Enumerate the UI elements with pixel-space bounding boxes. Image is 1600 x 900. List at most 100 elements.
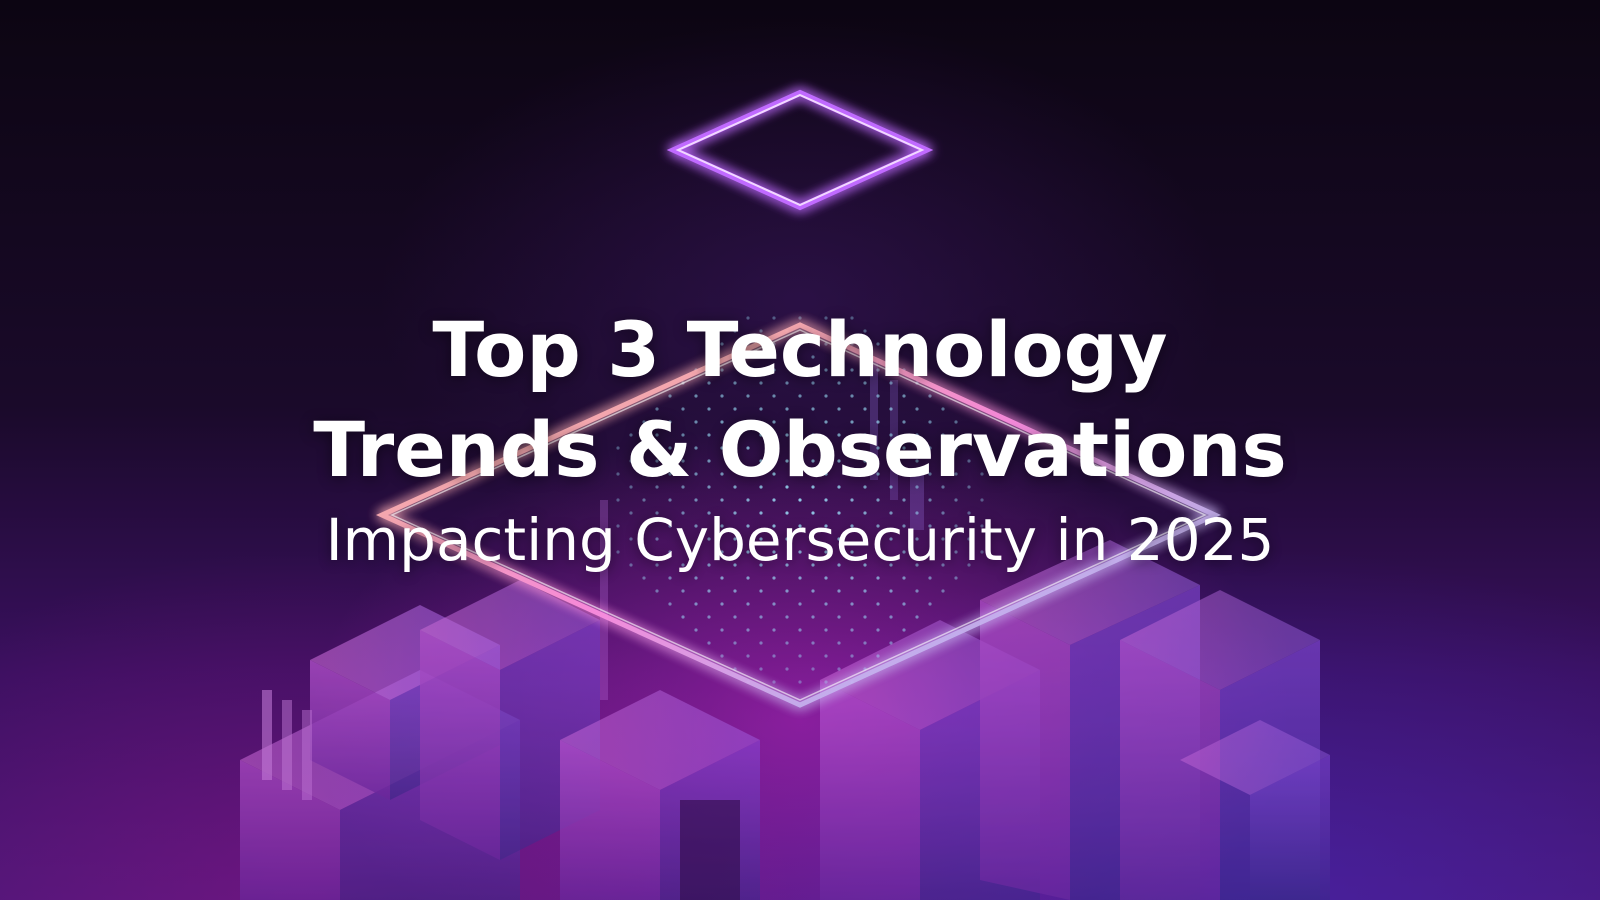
grid-dot [954, 524, 958, 528]
grid-dot [850, 602, 854, 606]
grid-dot [824, 472, 828, 476]
grid-dot [655, 485, 659, 489]
grid-dot [876, 368, 880, 372]
grid-dot [759, 381, 763, 385]
grid-dot [785, 381, 789, 385]
grid-dot [915, 407, 919, 411]
grid-dot [746, 394, 750, 398]
grid-dot [811, 537, 815, 541]
grid-dot [811, 355, 815, 359]
grid-dot [824, 446, 828, 450]
grid-dot [720, 342, 724, 346]
grid-dot [720, 654, 724, 658]
grid-dot [629, 485, 633, 489]
grid-dot [811, 589, 815, 593]
grid-dot [863, 537, 867, 541]
grid-dot [941, 589, 945, 593]
grid-dot [837, 563, 841, 567]
grid-dot [746, 446, 750, 450]
grid-dot [668, 472, 672, 476]
grid-dot [759, 459, 763, 463]
grid-dot [733, 329, 737, 333]
grid-dot [772, 602, 776, 606]
grid-dot [655, 589, 659, 593]
grid-dot [720, 446, 724, 450]
grid-dot [759, 589, 763, 593]
grid-dot [746, 316, 750, 320]
grid-dot [863, 485, 867, 489]
grid-dot [759, 563, 763, 567]
grid-dot [941, 459, 945, 463]
grid-dot [759, 537, 763, 541]
grid-dot [824, 576, 828, 580]
grid-dot [811, 407, 815, 411]
grid-dot [655, 459, 659, 463]
grid-dot [785, 407, 789, 411]
dot-grid [616, 316, 984, 684]
grid-dot [707, 511, 711, 515]
grid-dot [850, 654, 854, 658]
grid-dot [824, 680, 828, 684]
grid-dot [824, 602, 828, 606]
grid-dot [707, 615, 711, 619]
grid-dot [967, 537, 971, 541]
grid-dot [629, 459, 633, 463]
grid-dot [759, 667, 763, 671]
grid-dot [798, 680, 802, 684]
grid-dot [772, 498, 776, 502]
grid-dot [967, 485, 971, 489]
grid-dot [863, 615, 867, 619]
grid-dot [941, 485, 945, 489]
grid-dot [811, 485, 815, 489]
grid-dot [798, 316, 802, 320]
grid-dot [733, 589, 737, 593]
grid-dot [889, 459, 893, 463]
grid-dot [980, 550, 984, 554]
grid-dot [850, 420, 854, 424]
grid-dot [785, 355, 789, 359]
grid-dot [863, 641, 867, 645]
grid-dot [720, 628, 724, 632]
grid-dot [928, 472, 932, 476]
grid-dot [629, 511, 633, 515]
grid-dot [889, 355, 893, 359]
grid-dot [811, 459, 815, 463]
grid-dot [928, 524, 932, 528]
grid-dot [746, 498, 750, 502]
grid-dot [954, 420, 958, 424]
grid-dot [772, 472, 776, 476]
grid-dot [954, 498, 958, 502]
neon-diamond-top [666, 89, 934, 211]
grid-dot [655, 511, 659, 515]
grid-dot [733, 537, 737, 541]
grid-dot [837, 329, 841, 333]
grid-dot [694, 524, 698, 528]
grid-dot [811, 641, 815, 645]
grid-dot [876, 628, 880, 632]
grid-dot [668, 394, 672, 398]
grid-dot [642, 446, 646, 450]
grid-dot [759, 329, 763, 333]
grid-dot [980, 446, 984, 450]
grid-dot [915, 563, 919, 567]
grid-dot [772, 394, 776, 398]
grid-dot [811, 433, 815, 437]
grid-dot [694, 550, 698, 554]
grid-dot [902, 602, 906, 606]
grid-dot [759, 511, 763, 515]
grid-dot [863, 589, 867, 593]
grid-dot [681, 459, 685, 463]
grid-dot [759, 641, 763, 645]
grid-dot [681, 563, 685, 567]
grid-dot [902, 524, 906, 528]
grid-dot [876, 394, 880, 398]
grid-dot [720, 498, 724, 502]
grid-dot [616, 498, 620, 502]
grid-dot [785, 589, 789, 593]
grid-dot [720, 550, 724, 554]
grid-dot [811, 667, 815, 671]
grid-dot [824, 628, 828, 632]
grid-dot [681, 589, 685, 593]
grid-dot [707, 433, 711, 437]
